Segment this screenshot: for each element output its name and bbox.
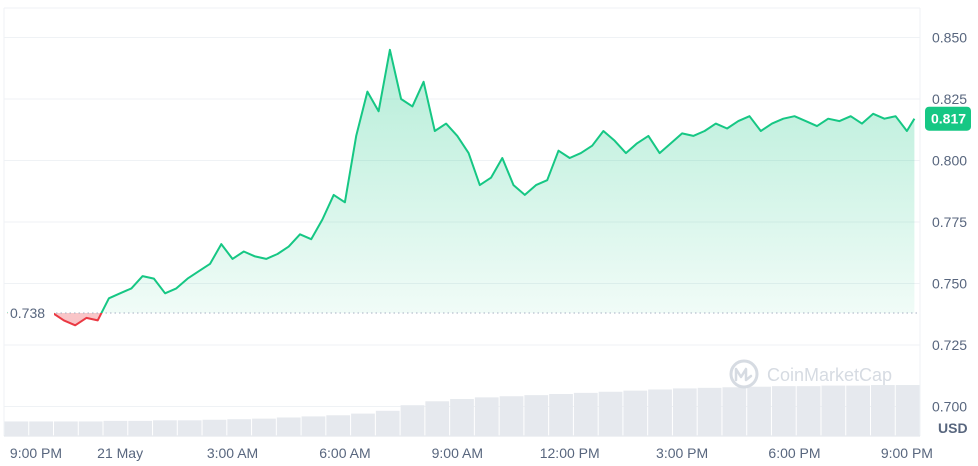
- volume-bar: [375, 410, 400, 436]
- x-tick-label: 3:00 AM: [207, 445, 258, 461]
- volume-bar: [747, 386, 771, 436]
- price-line-up: [7, 48, 916, 314]
- y-tick-label: 0.800: [932, 153, 967, 169]
- volume-bar: [227, 419, 252, 436]
- y-tick-label: 0.850: [932, 30, 967, 46]
- volume-bar: [796, 386, 821, 436]
- volume-bar: [598, 391, 623, 436]
- y-tick-label: 0.825: [932, 91, 967, 107]
- volume-bar: [722, 387, 747, 436]
- volume-bar: [474, 397, 499, 436]
- volume-bar: [54, 421, 78, 436]
- currency-label: USD: [938, 420, 968, 436]
- volume-bar: [821, 385, 846, 436]
- x-tick-label: 3:00 PM: [656, 445, 708, 461]
- coinmarketcap-logo-icon: [729, 359, 759, 389]
- x-tick-label: 6:00 AM: [319, 445, 370, 461]
- volume-bar: [895, 385, 920, 436]
- volume-bar: [29, 421, 54, 436]
- coinmarketcap-watermark: CoinMarketCap: [729, 359, 892, 389]
- y-tick-label: 0.775: [932, 214, 967, 230]
- y-tick-label: 0.725: [932, 337, 967, 353]
- volume-bar: [326, 415, 351, 436]
- current-price-badge[interactable]: 0.817: [925, 106, 971, 131]
- volume-bar: [549, 394, 573, 436]
- volume-bar: [103, 420, 128, 436]
- area-fill-down: [52, 313, 102, 326]
- volume-bar: [425, 401, 450, 436]
- volume-bar: [4, 421, 29, 436]
- volume-bar: [648, 389, 672, 436]
- volume-bar: [400, 405, 425, 436]
- volume-bar: [202, 419, 227, 436]
- volume-bar: [301, 416, 326, 436]
- open-price-label: 0.738: [8, 303, 54, 324]
- price-line: [7, 48, 916, 327]
- volume-bar: [870, 385, 895, 436]
- x-tick-label: 9:00 PM: [881, 445, 933, 461]
- area-fill-up: [7, 49, 915, 314]
- volume-bar: [524, 395, 549, 436]
- volume-bar: [573, 392, 598, 436]
- volume-bar: [351, 413, 375, 436]
- x-tick-label: 21 May: [97, 445, 143, 461]
- current-price-value: 0.817: [931, 111, 966, 127]
- volume-bar: [153, 420, 177, 436]
- volume-bar: [252, 418, 276, 436]
- volume-bar: [276, 417, 301, 436]
- volume-bar: [128, 420, 153, 436]
- open-price-value: 0.738: [10, 305, 45, 321]
- volume-bar: [771, 386, 796, 436]
- volume-bar: [846, 385, 870, 436]
- volume-bar: [697, 387, 722, 436]
- y-tick-label: 0.750: [932, 275, 967, 291]
- volume-bar: [499, 396, 524, 436]
- volume-bar: [672, 388, 697, 436]
- x-tick-label: 6:00 PM: [768, 445, 820, 461]
- watermark-text: CoinMarketCap: [767, 365, 892, 385]
- x-tick-label: 12:00 PM: [540, 445, 600, 461]
- volume-bar: [78, 421, 103, 436]
- price-area: [7, 49, 915, 326]
- x-tick-label: 9:00 PM: [10, 445, 62, 461]
- volume-bars: [4, 385, 920, 436]
- volume-bar: [177, 420, 202, 436]
- y-axis: 0.850 0.825 0.800 0.775 0.750 0.725 0.700: [932, 30, 967, 415]
- x-axis: 9:00 PM 21 May 3:00 AM 6:00 AM 9:00 AM 12:00 …: [10, 445, 933, 461]
- volume-bar: [623, 390, 648, 436]
- volume-bar: [450, 399, 474, 436]
- y-tick-label: 0.700: [932, 398, 967, 414]
- x-tick-label: 9:00 AM: [432, 445, 483, 461]
